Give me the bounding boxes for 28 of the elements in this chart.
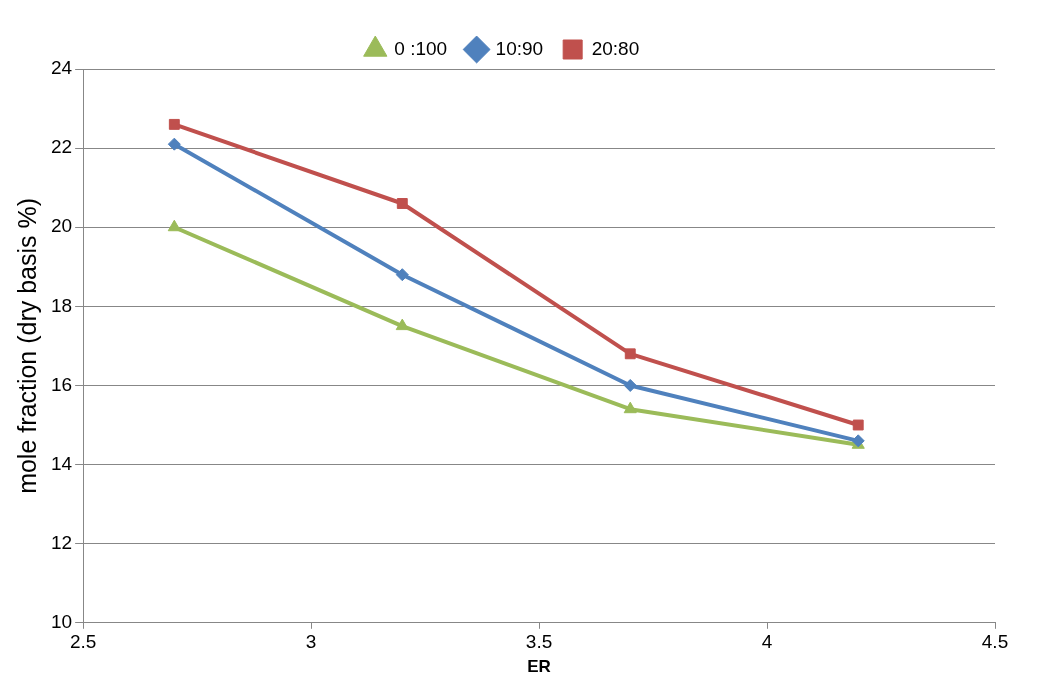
legend-label: 20:80: [591, 37, 640, 59]
point: [168, 118, 180, 130]
x-tick-label: 4.5: [981, 631, 1009, 653]
point: [623, 378, 637, 392]
y-tick-label: 12: [50, 531, 73, 553]
point: [395, 318, 409, 331]
x-axis-title: ER: [527, 657, 551, 677]
y-tick-label: 20: [50, 215, 73, 237]
y-tick-label: 10: [50, 611, 73, 633]
legend-label: 10:90: [495, 37, 544, 59]
y-tick-label: 24: [50, 57, 73, 79]
y-axis-title: mole fraction (dry basis %): [12, 197, 41, 494]
point: [852, 419, 864, 431]
point: [167, 219, 181, 232]
legend-label: 0 :100: [394, 37, 448, 59]
x-tick-label: 4: [761, 631, 773, 653]
x-tick-label: 3.5: [525, 631, 553, 653]
y-tick-label: 16: [50, 373, 73, 395]
x-tick-label: 3: [305, 631, 317, 653]
point: [395, 268, 409, 282]
y-tick-label: 18: [50, 294, 73, 316]
point: [396, 198, 408, 209]
point: [167, 137, 181, 151]
y-tick-label: 22: [50, 136, 73, 158]
point: [624, 348, 636, 360]
y-tick-label: 14: [50, 452, 73, 474]
x-tick-label: 2.5: [69, 631, 97, 653]
point: [623, 401, 637, 414]
